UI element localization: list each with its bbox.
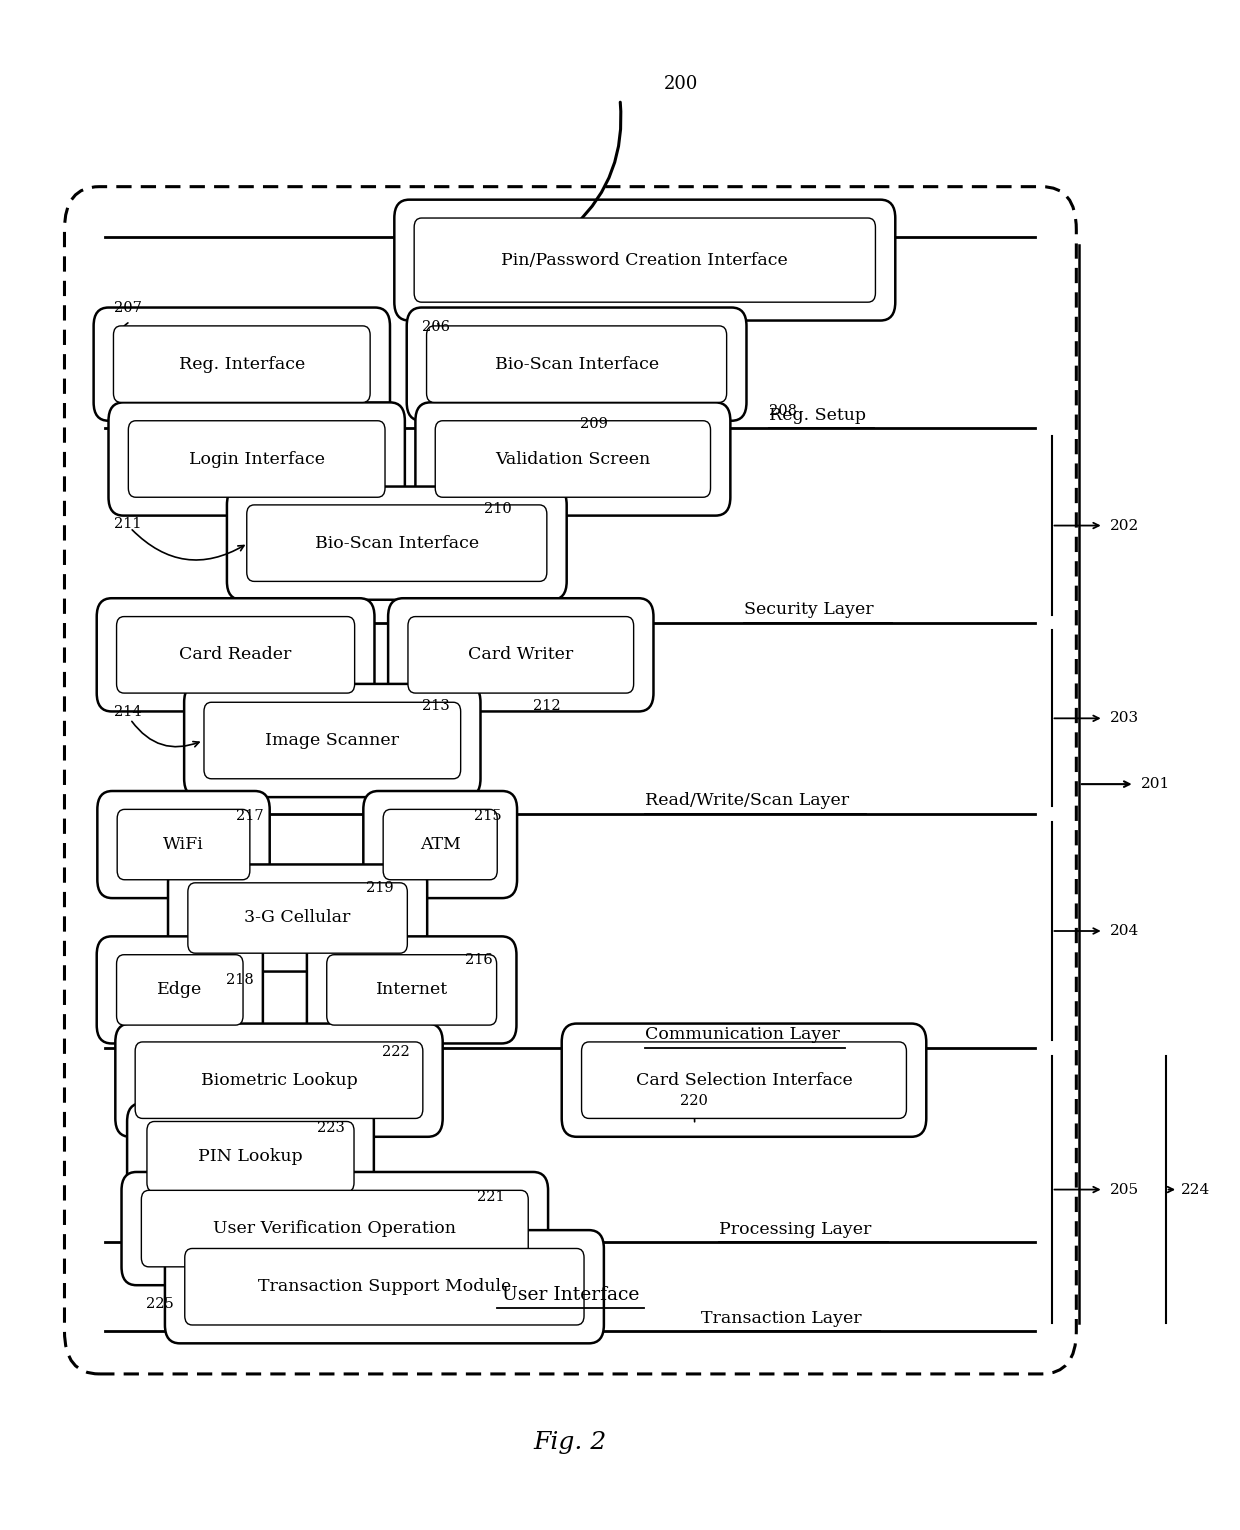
Text: 225: 225 [146, 1297, 174, 1311]
Text: 214: 214 [114, 705, 141, 719]
FancyBboxPatch shape [427, 326, 727, 402]
FancyBboxPatch shape [327, 955, 496, 1025]
FancyBboxPatch shape [165, 1230, 604, 1343]
Text: User Interface: User Interface [502, 1285, 639, 1304]
Text: 209: 209 [580, 418, 608, 431]
Text: Login Interface: Login Interface [188, 450, 325, 468]
FancyBboxPatch shape [562, 1024, 926, 1137]
FancyBboxPatch shape [383, 809, 497, 880]
Text: Validation Screen: Validation Screen [495, 450, 651, 468]
Text: ATM: ATM [420, 835, 460, 854]
Text: 202: 202 [1110, 519, 1140, 532]
Text: 218: 218 [226, 973, 253, 987]
FancyBboxPatch shape [167, 864, 427, 972]
FancyBboxPatch shape [146, 1121, 355, 1192]
Text: Biometric Lookup: Biometric Lookup [201, 1071, 357, 1089]
Text: 220: 220 [680, 1094, 707, 1108]
FancyBboxPatch shape [185, 1248, 584, 1325]
Text: PIN Lookup: PIN Lookup [198, 1148, 303, 1166]
FancyBboxPatch shape [306, 936, 516, 1043]
Text: 211: 211 [114, 517, 141, 531]
Text: 203: 203 [1110, 711, 1138, 725]
Text: 224: 224 [1180, 1183, 1210, 1196]
Text: 210: 210 [484, 502, 511, 516]
Text: Internet: Internet [376, 981, 448, 999]
Text: Reg. Interface: Reg. Interface [179, 355, 305, 373]
Text: 207: 207 [114, 301, 141, 315]
Text: Bio-Scan Interface: Bio-Scan Interface [315, 534, 479, 552]
Text: 204: 204 [1110, 924, 1140, 938]
Text: Card Reader: Card Reader [180, 646, 291, 664]
FancyBboxPatch shape [394, 200, 895, 321]
Text: Read/Write/Scan Layer: Read/Write/Scan Layer [645, 793, 849, 809]
Text: Processing Layer: Processing Layer [719, 1221, 872, 1238]
FancyBboxPatch shape [97, 936, 263, 1043]
FancyBboxPatch shape [247, 505, 547, 581]
FancyBboxPatch shape [414, 219, 875, 303]
Text: Image Scanner: Image Scanner [265, 731, 399, 750]
Text: 208: 208 [769, 404, 797, 418]
FancyBboxPatch shape [205, 702, 461, 779]
Text: 216: 216 [465, 953, 492, 967]
Text: 205: 205 [1110, 1183, 1138, 1196]
Text: 200: 200 [663, 75, 698, 93]
FancyBboxPatch shape [128, 1103, 374, 1210]
FancyBboxPatch shape [135, 1042, 423, 1118]
FancyBboxPatch shape [408, 617, 634, 693]
Text: Card Writer: Card Writer [469, 646, 573, 664]
Text: 215: 215 [474, 809, 501, 823]
FancyBboxPatch shape [114, 326, 370, 402]
Text: Fig. 2: Fig. 2 [533, 1431, 608, 1454]
Text: Card Selection Interface: Card Selection Interface [636, 1071, 852, 1089]
FancyBboxPatch shape [128, 421, 384, 497]
Text: Pin/Password Creation Interface: Pin/Password Creation Interface [501, 251, 789, 269]
FancyBboxPatch shape [388, 598, 653, 711]
Text: 201: 201 [1141, 777, 1171, 791]
Text: Communication Layer: Communication Layer [645, 1027, 839, 1043]
Text: Bio-Scan Interface: Bio-Scan Interface [495, 355, 658, 373]
Text: Reg. Setup: Reg. Setup [769, 407, 866, 424]
FancyBboxPatch shape [117, 809, 249, 880]
FancyBboxPatch shape [94, 308, 389, 421]
FancyBboxPatch shape [227, 487, 567, 600]
FancyBboxPatch shape [363, 791, 517, 898]
Text: 222: 222 [382, 1045, 409, 1059]
FancyBboxPatch shape [97, 791, 270, 898]
Text: Transaction Layer: Transaction Layer [701, 1310, 862, 1327]
FancyBboxPatch shape [97, 598, 374, 711]
FancyBboxPatch shape [115, 1024, 443, 1137]
Text: 221: 221 [477, 1190, 505, 1204]
Text: 3-G Cellular: 3-G Cellular [244, 909, 351, 927]
Text: 212: 212 [533, 699, 560, 713]
FancyBboxPatch shape [141, 1190, 528, 1267]
Text: 217: 217 [236, 809, 263, 823]
FancyBboxPatch shape [185, 684, 481, 797]
FancyBboxPatch shape [415, 402, 730, 516]
FancyBboxPatch shape [188, 883, 407, 953]
FancyBboxPatch shape [64, 187, 1076, 1374]
FancyBboxPatch shape [407, 308, 746, 421]
Text: Security Layer: Security Layer [744, 601, 874, 618]
Text: 213: 213 [422, 699, 449, 713]
Text: Transaction Support Module: Transaction Support Module [258, 1278, 511, 1296]
FancyBboxPatch shape [122, 1172, 548, 1285]
Text: WiFi: WiFi [164, 835, 203, 854]
FancyBboxPatch shape [109, 402, 404, 516]
Text: 206: 206 [422, 320, 450, 334]
FancyBboxPatch shape [582, 1042, 906, 1118]
Text: User Verification Operation: User Verification Operation [213, 1219, 456, 1238]
Text: 223: 223 [317, 1121, 345, 1135]
Text: Edge: Edge [157, 981, 202, 999]
FancyBboxPatch shape [435, 421, 711, 497]
Text: 219: 219 [366, 881, 393, 895]
FancyBboxPatch shape [117, 617, 355, 693]
FancyBboxPatch shape [117, 955, 243, 1025]
